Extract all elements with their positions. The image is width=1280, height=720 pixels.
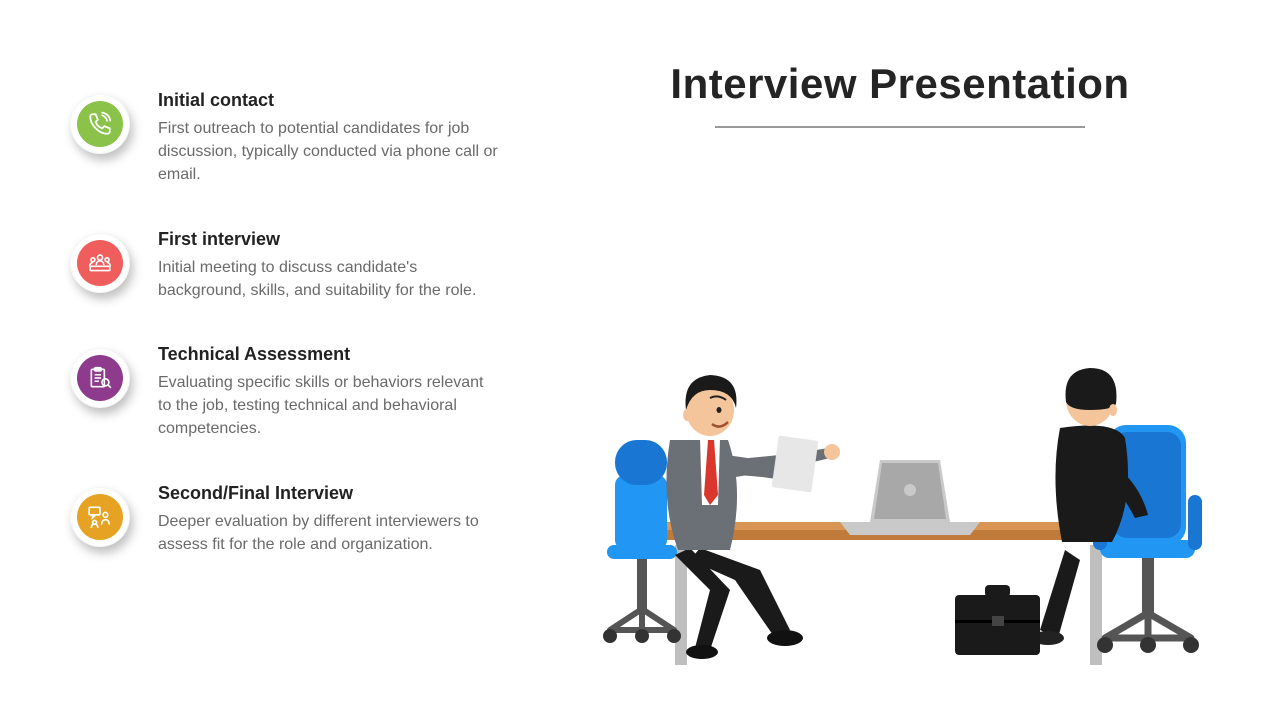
step-4: Second/Final Interview Deeper evaluation…: [70, 483, 500, 556]
interview-illustration: [560, 260, 1240, 680]
step-3: Technical Assessment Evaluating specific…: [70, 344, 500, 441]
step-2-icon-outer: [70, 233, 130, 293]
step-3-text: Technical Assessment Evaluating specific…: [158, 344, 500, 441]
step-1-icon-outer: [70, 94, 130, 154]
people-icon: [77, 240, 123, 286]
step-2: First interview Initial meeting to discu…: [70, 229, 500, 302]
step-2-text: First interview Initial meeting to discu…: [158, 229, 500, 302]
step-1-desc: First outreach to potential candidates f…: [158, 117, 498, 187]
step-3-title: Technical Assessment: [158, 344, 500, 365]
step-4-title: Second/Final Interview: [158, 483, 500, 504]
step-4-icon-outer: [70, 487, 130, 547]
step-1: Initial contact First outreach to potent…: [70, 90, 500, 187]
step-4-desc: Deeper evaluation by different interview…: [158, 510, 498, 556]
step-2-title: First interview: [158, 229, 500, 250]
slide: Initial contact First outreach to potent…: [0, 0, 1280, 720]
chat-icon: [77, 494, 123, 540]
step-3-desc: Evaluating specific skills or behaviors …: [158, 371, 498, 441]
right-column: Interview Presentation: [520, 0, 1280, 720]
step-4-text: Second/Final Interview Deeper evaluation…: [158, 483, 500, 556]
step-1-text: Initial contact First outreach to potent…: [158, 90, 500, 187]
step-2-desc: Initial meeting to discuss candidate's b…: [158, 256, 498, 302]
title-underline: [715, 126, 1085, 128]
page-title: Interview Presentation: [520, 60, 1280, 108]
phone-icon: [77, 101, 123, 147]
step-3-icon-outer: [70, 348, 130, 408]
steps-column: Initial contact First outreach to potent…: [0, 0, 520, 720]
clipboard-icon: [77, 355, 123, 401]
step-1-title: Initial contact: [158, 90, 500, 111]
